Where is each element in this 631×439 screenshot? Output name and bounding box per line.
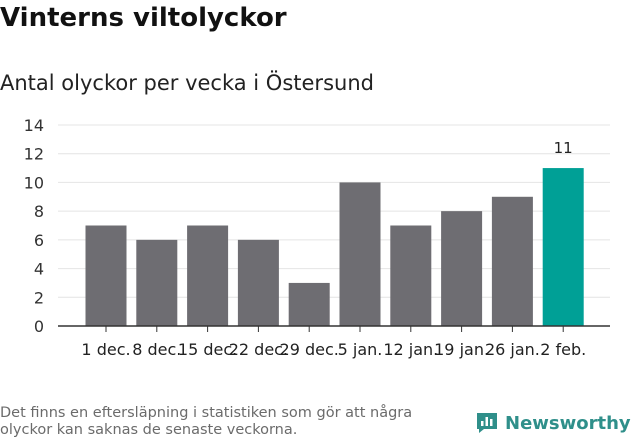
- y-tick-label: 10: [24, 173, 44, 192]
- y-tick-label: 8: [34, 202, 44, 221]
- x-tick-label: 5 jan.: [338, 340, 383, 359]
- bar: [136, 239, 178, 326]
- chart-title: Vinterns viltolyckor: [0, 3, 287, 33]
- x-tick-label: 29 dec.: [280, 340, 339, 359]
- axes: 0 2 4 6 8 10 12 14: [24, 116, 610, 336]
- y-tick-label: 6: [34, 231, 44, 250]
- data-label: 11: [554, 139, 573, 157]
- x-tick-label: 26 jan.: [485, 340, 540, 359]
- x-tick-label: 2 feb.: [540, 340, 586, 359]
- bar-chart: 0 2 4 6 8 10 12 14 1 dec. 8 dec.15 dec.22 dec.29…: [24, 116, 610, 359]
- bars: [85, 168, 584, 326]
- y-tick-label: 12: [24, 145, 44, 164]
- bar: [491, 196, 533, 326]
- brand-name: Newsworthy: [505, 412, 631, 434]
- bar: [187, 225, 229, 326]
- bar: [441, 211, 483, 326]
- bar: [339, 182, 381, 326]
- bar: [542, 168, 584, 326]
- x-tick-label: 8 dec.: [132, 340, 181, 359]
- chart-subtitle: Antal olyckor per vecka i Östersund: [0, 71, 374, 95]
- bar: [85, 225, 127, 326]
- bar: [288, 282, 330, 326]
- bar: [390, 225, 432, 326]
- x-tick-label: 19 jan.: [434, 340, 489, 359]
- x-tick-label: 15 dec.: [178, 340, 237, 359]
- x-tick-label: 1 dec.: [81, 340, 130, 359]
- bar-chart-logo-icon: [477, 413, 497, 433]
- bar: [237, 239, 279, 326]
- y-tick-label: 0: [34, 317, 44, 336]
- y-tick-label: 4: [34, 260, 44, 279]
- y-tick-label: 2: [34, 288, 44, 307]
- x-tick-label: 22 dec.: [229, 340, 288, 359]
- labels: 1 dec. 8 dec.15 dec.22 dec.29 dec.5 jan. 1…: [81, 139, 586, 359]
- x-tick-label: 12 jan.: [383, 340, 438, 359]
- brand-logo: Newsworthy: [475, 408, 631, 438]
- y-tick-label: 14: [24, 116, 44, 135]
- footnote: Det finns en eftersläpning i statistiken…: [0, 405, 413, 438]
